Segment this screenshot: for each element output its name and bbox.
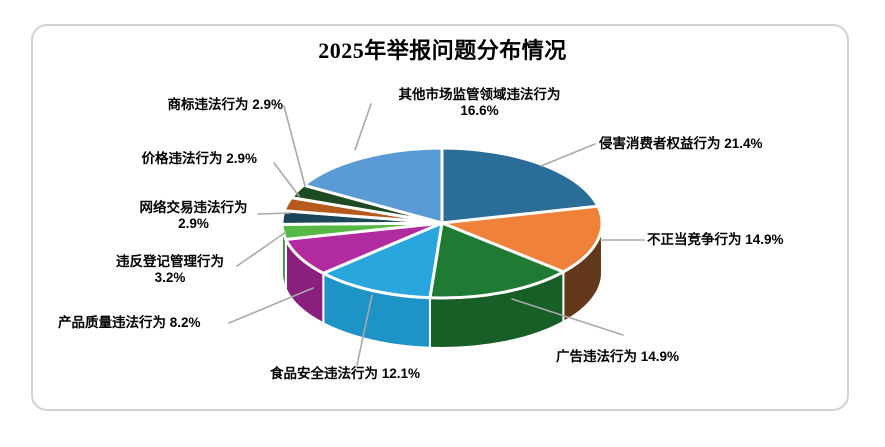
label-food-safety: 食品安全违法行为 12.1% xyxy=(270,366,421,381)
pie-slice-advertising[interactable] xyxy=(428,221,565,300)
pie-slice-consumer-rights[interactable] xyxy=(440,146,600,225)
leader-line-product-quality xyxy=(228,287,314,324)
pie-side-walls xyxy=(280,222,603,349)
label-online-transaction: 网络交易违法行为 2.9% xyxy=(139,200,248,231)
label-product-quality: 产品质量违法行为 8.2% xyxy=(58,315,201,330)
label-trademark: 商标违法行为 2.9% xyxy=(167,97,283,112)
label-price: 价格违法行为 2.9% xyxy=(141,151,257,166)
leader-lines xyxy=(228,103,645,366)
leader-line-advertising xyxy=(511,298,624,336)
pie-top-faces xyxy=(280,146,604,300)
pie-slice-food-safety[interactable] xyxy=(321,221,444,300)
label-advertising: 广告违法行为 14.9% xyxy=(556,349,680,364)
label-registration: 违反登记管理行为 3.2% xyxy=(116,254,224,285)
leader-line-registration xyxy=(236,231,287,267)
label-consumer-rights: 侵害消费者权益行为 21.4% xyxy=(599,136,763,151)
label-unfair-competition: 不正当竞争行为 14.9% xyxy=(647,232,784,247)
leader-line-price xyxy=(273,162,300,197)
pie-slice-unfair-competition[interactable] xyxy=(440,204,604,274)
leader-line-consumer-rights xyxy=(540,143,596,167)
leader-line-other-market xyxy=(354,103,372,151)
label-other-market: 其他市场监管领域违法行为 16.6% xyxy=(398,87,561,118)
leader-line-online-transaction xyxy=(257,212,291,215)
chart-title: 2025年举报问题分布情况 xyxy=(318,38,567,63)
pie-slice-other-market[interactable] xyxy=(302,146,444,225)
leader-line-trademark xyxy=(283,105,306,187)
leader-line-food-safety xyxy=(356,294,373,366)
